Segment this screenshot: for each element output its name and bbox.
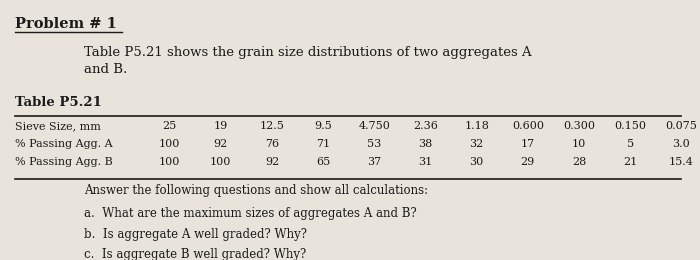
- Text: a.  What are the maximum sizes of aggregates A and B?: a. What are the maximum sizes of aggrega…: [84, 206, 416, 219]
- Text: 10: 10: [572, 139, 586, 149]
- Text: 100: 100: [159, 139, 181, 149]
- Text: 12.5: 12.5: [260, 121, 284, 131]
- Text: 92: 92: [214, 139, 228, 149]
- Text: 0.300: 0.300: [563, 121, 595, 131]
- Text: 71: 71: [316, 139, 330, 149]
- Text: 0.600: 0.600: [512, 121, 544, 131]
- Text: 0.150: 0.150: [614, 121, 646, 131]
- Text: % Passing Agg. A: % Passing Agg. A: [15, 139, 113, 149]
- Text: 92: 92: [265, 157, 279, 167]
- Text: b.  Is aggregate A well graded? Why?: b. Is aggregate A well graded? Why?: [84, 228, 307, 241]
- Text: 0.075: 0.075: [665, 121, 697, 131]
- Text: 30: 30: [470, 157, 484, 167]
- Text: 31: 31: [419, 157, 433, 167]
- Text: 9.5: 9.5: [314, 121, 332, 131]
- Text: c.  Is aggregate B well graded? Why?: c. Is aggregate B well graded? Why?: [84, 248, 306, 260]
- Text: 15.4: 15.4: [668, 157, 694, 167]
- Text: 5: 5: [626, 139, 634, 149]
- Text: 17: 17: [521, 139, 535, 149]
- Text: 2.36: 2.36: [413, 121, 438, 131]
- Text: 21: 21: [623, 157, 637, 167]
- Text: Table P5.21 shows the grain size distributions of two aggregates A
and B.: Table P5.21 shows the grain size distrib…: [84, 46, 531, 76]
- Text: % Passing Agg. B: % Passing Agg. B: [15, 157, 113, 167]
- Text: 76: 76: [265, 139, 279, 149]
- Text: 29: 29: [521, 157, 535, 167]
- Text: 38: 38: [419, 139, 433, 149]
- Text: 100: 100: [159, 157, 181, 167]
- Text: 4.750: 4.750: [358, 121, 390, 131]
- Text: Problem # 1: Problem # 1: [15, 17, 117, 31]
- Text: 100: 100: [210, 157, 232, 167]
- Text: 32: 32: [470, 139, 484, 149]
- Text: 1.18: 1.18: [464, 121, 489, 131]
- Text: 37: 37: [368, 157, 382, 167]
- Text: 25: 25: [162, 121, 177, 131]
- Text: 53: 53: [367, 139, 382, 149]
- Text: Sieve Size, mm: Sieve Size, mm: [15, 121, 101, 131]
- Text: Table P5.21: Table P5.21: [15, 96, 102, 109]
- Text: 65: 65: [316, 157, 330, 167]
- Text: 28: 28: [572, 157, 586, 167]
- Text: Answer the following questions and show all calculations:: Answer the following questions and show …: [84, 184, 428, 197]
- Text: 3.0: 3.0: [673, 139, 690, 149]
- Text: 19: 19: [214, 121, 228, 131]
